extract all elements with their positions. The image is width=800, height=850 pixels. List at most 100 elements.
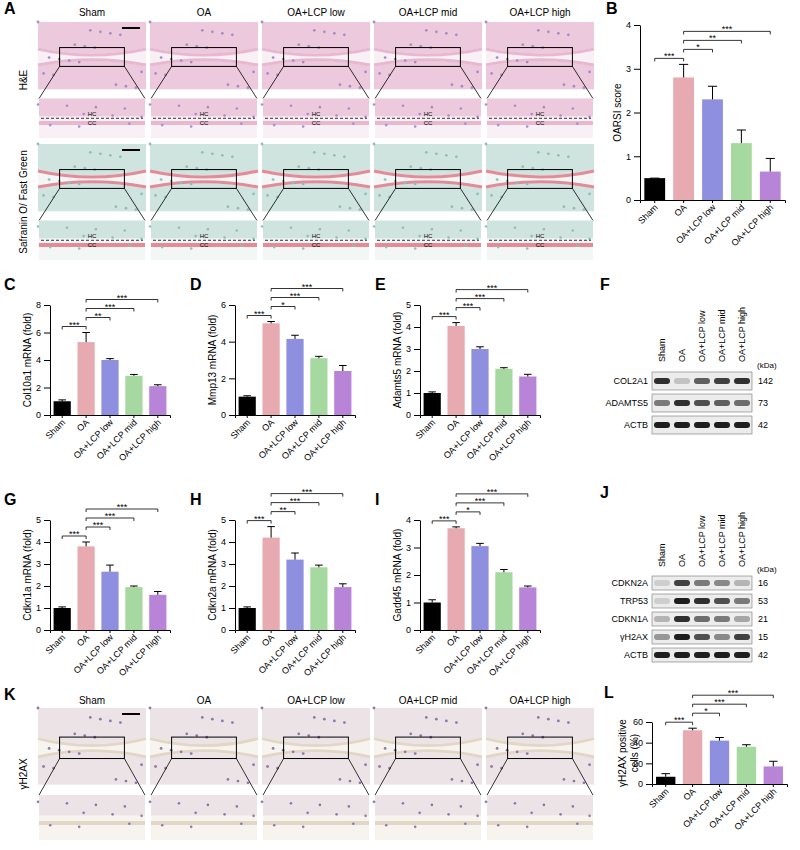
blot-band — [734, 378, 750, 384]
axis-line — [421, 416, 541, 419]
tick-label: 4 — [626, 20, 631, 30]
blot-band — [674, 616, 690, 622]
tick-label: 4 — [406, 515, 411, 525]
tick-mark — [44, 333, 50, 334]
axis-line — [420, 521, 421, 631]
blot-band — [694, 580, 710, 586]
zone-label: HC — [200, 111, 209, 117]
tick: 0 — [406, 625, 420, 635]
tick-mark — [503, 415, 504, 418]
panel-letter: D — [190, 276, 202, 293]
tick-mark — [683, 200, 684, 203]
error-bar — [339, 584, 347, 587]
tick-label: 4 — [221, 537, 226, 547]
tick: 0 — [406, 410, 420, 420]
column-title: OA — [197, 7, 212, 18]
tick: OA — [445, 630, 461, 649]
tick-label: 1 — [221, 603, 226, 613]
bar — [471, 546, 488, 630]
tick: OA+LCP high — [487, 415, 533, 463]
error-bar — [82, 333, 90, 343]
tick-mark — [229, 630, 235, 631]
plot-area — [239, 527, 352, 630]
tick-label: OA — [672, 202, 688, 218]
lane-label: OA — [677, 554, 687, 567]
bar-chart: 012345ShamOAOA+LCP lowOA+LCP midOA+LCP h… — [207, 487, 356, 679]
tick-mark — [414, 603, 420, 604]
blot-band — [714, 634, 730, 640]
protein-label: COL2A1 — [613, 376, 648, 386]
bar-chart: 01234ShamOAOA+LCP lowOA+LCP midOA+LCP hi… — [392, 487, 541, 678]
axis-line — [50, 521, 51, 631]
error-bar — [315, 565, 323, 567]
lane-label: OA+LCP mid — [717, 514, 727, 567]
tick: 1 — [36, 603, 50, 613]
significance-label: *** — [674, 715, 685, 725]
error-bar — [715, 738, 724, 741]
significance-label: *** — [722, 24, 733, 34]
significance-label: *** — [117, 293, 128, 303]
tick-label: 0 — [36, 410, 41, 420]
tick: OA+LCP high — [302, 630, 348, 678]
bar — [424, 603, 441, 631]
tick-mark — [44, 520, 50, 521]
tick-mark — [634, 156, 640, 157]
kda-label: 42 — [758, 420, 768, 430]
row-title: Safranin O/ Fast Green — [18, 150, 29, 253]
tick: 2 — [626, 108, 640, 118]
tick: 4 — [406, 515, 420, 525]
bar — [125, 587, 142, 630]
histology-image: HCCC — [37, 21, 146, 138]
tick-mark — [527, 415, 528, 418]
column-title: Sham — [79, 7, 105, 18]
error-bar — [452, 527, 460, 528]
bar-chart: 0204060ShamOAOA+LCP lowOA+LCP midOA+LCP … — [617, 688, 787, 832]
panel-letter: G — [4, 491, 16, 508]
bar — [737, 747, 756, 784]
error-bar — [267, 527, 275, 538]
blot-background — [652, 372, 752, 390]
axis-line — [641, 201, 786, 204]
tick-label: 2 — [406, 570, 411, 580]
tick-mark — [414, 371, 420, 372]
tick-label: 5 — [36, 515, 41, 525]
tick-mark — [318, 630, 319, 633]
tick: 2 — [406, 366, 420, 376]
error-bar — [769, 761, 778, 766]
bar-chart: 02468ShamOAOA+LCP lowOA+LCP midOA+LCP hi… — [22, 293, 171, 464]
axis-title: Cdkn1a mRNA (fold) — [22, 529, 33, 621]
error-bar — [428, 600, 436, 603]
tick-label: 2 — [221, 581, 226, 591]
tick-label: 3 — [626, 64, 631, 74]
histology-image — [37, 707, 146, 840]
error-bar — [452, 323, 460, 326]
tick-mark — [646, 743, 652, 744]
protein-label: ACTB — [624, 420, 648, 430]
error-bar — [154, 592, 162, 595]
blot-band — [714, 580, 730, 586]
tick-label: OA+LCP high — [117, 417, 163, 463]
bar — [702, 99, 723, 200]
axis-title: Mmp13 mRNA (fold) — [207, 315, 218, 406]
bar — [101, 360, 118, 415]
tick-label: 1 — [406, 388, 411, 398]
tick-label: 6 — [221, 300, 226, 310]
tick: OA+LCP high — [729, 200, 775, 248]
zone-label: HC — [312, 233, 321, 239]
error-bar — [339, 366, 347, 372]
bar — [764, 766, 783, 784]
panel-letter: L — [604, 684, 614, 701]
zone-label: CC — [424, 120, 433, 126]
bar — [673, 78, 694, 201]
axis-line — [235, 521, 236, 631]
blot-background — [652, 630, 752, 644]
tick: 4 — [406, 322, 420, 332]
tick: 4 — [626, 20, 640, 30]
bar — [262, 538, 279, 630]
tick: Sham — [636, 200, 660, 226]
bar — [471, 349, 488, 415]
tick-mark — [634, 113, 640, 114]
bar — [149, 386, 166, 415]
tick-label: 0 — [36, 625, 41, 635]
kda-label: 73 — [758, 398, 768, 408]
